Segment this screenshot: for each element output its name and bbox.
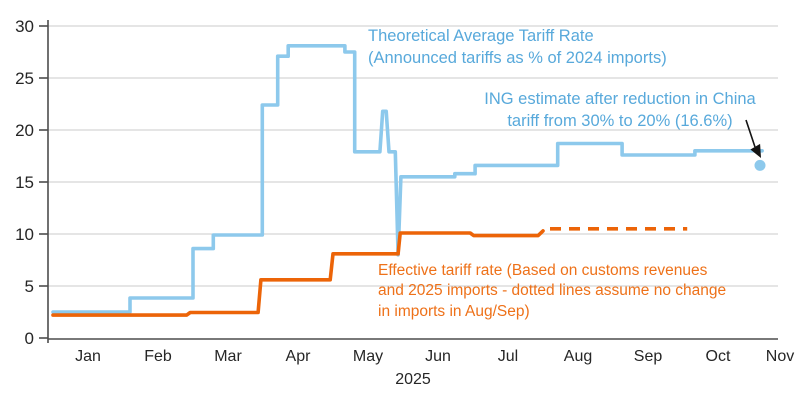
ing-estimate-point — [754, 159, 766, 171]
arrow-head-icon — [750, 143, 761, 158]
y-tick-label: 5 — [25, 277, 34, 296]
annotation-effective-line2: and 2025 imports - dotted lines assume n… — [378, 282, 727, 300]
x-tick-label: Feb — [144, 348, 172, 365]
x-tick-label: Oct — [706, 348, 731, 365]
x-tick-label: Mar — [214, 348, 242, 365]
x-tick-label: Jun — [425, 348, 451, 365]
annotation-effective-line1: Effective tariff rate (Based on customs … — [378, 262, 708, 279]
annotation-theoretical-line1: Theoretical Average Tariff Rate — [368, 27, 594, 45]
x-tick-label: May — [353, 348, 383, 365]
y-tick-label: 20 — [15, 121, 34, 140]
y-tick-label: 10 — [15, 225, 34, 244]
annotation-effective-rate: Effective tariff rate (Based on customs … — [378, 261, 726, 322]
annotation-theoretical-line2: (Announced tariffs as % of 2024 imports) — [368, 48, 667, 67]
annotation-ing-estimate: ING estimate after reduction in China ta… — [450, 89, 790, 133]
x-tick-label: Sep — [634, 348, 663, 365]
x-tick-label: Jul — [498, 348, 518, 365]
y-tick-label: 15 — [15, 173, 34, 192]
y-tick-label: 25 — [15, 69, 34, 88]
effective-rate-line — [51, 229, 545, 317]
x-axis-year-label: 2025 — [395, 371, 431, 388]
y-tick-label: 30 — [15, 17, 34, 36]
annotation-ing-line2: tariff from 30% to 20% (16.6%) — [507, 111, 733, 130]
x-tick-label: Apr — [286, 348, 312, 365]
annotation-effective-line3: in imports in Aug/Sep) — [378, 302, 530, 320]
x-tick-label: Nov — [766, 348, 794, 365]
arrow-line — [745, 119, 756, 148]
y-tick-label: 0 — [25, 329, 34, 348]
theoretical-rate-line — [51, 43, 764, 314]
annotation-ing-line1: ING estimate after reduction in China — [484, 90, 756, 108]
annotation-theoretical-rate: Theoretical Average Tariff Rate (Announc… — [368, 26, 667, 70]
x-tick-label: Jan — [75, 348, 101, 365]
x-tick-label: Aug — [564, 348, 592, 365]
